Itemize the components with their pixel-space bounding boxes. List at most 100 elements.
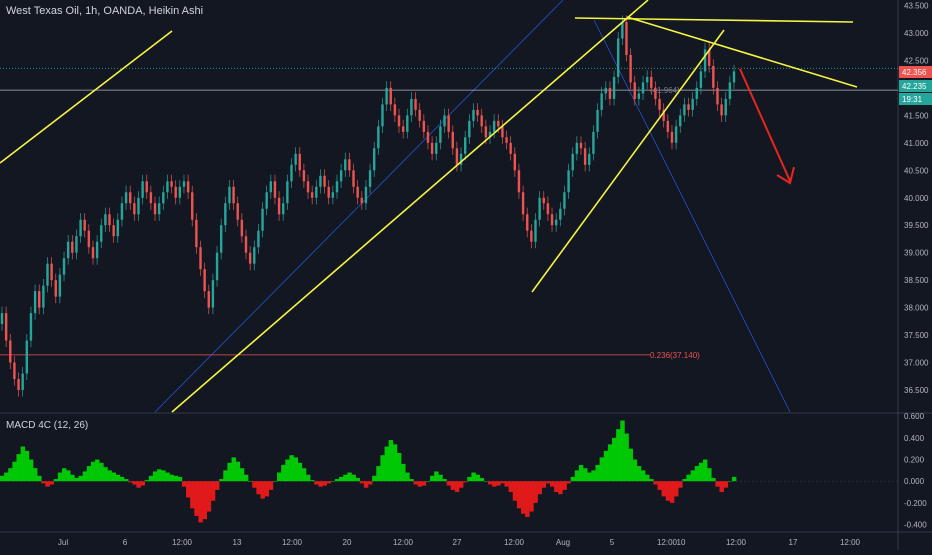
candle-body — [170, 181, 173, 187]
macd-bar — [314, 481, 319, 485]
macd-bar — [707, 468, 712, 482]
candle-body — [612, 76, 616, 99]
macd-bar — [587, 472, 592, 482]
candle-body — [174, 186, 177, 198]
candle-body — [75, 236, 78, 253]
macd-bar — [653, 481, 658, 485]
macd-bar — [223, 470, 228, 482]
candle-body — [443, 115, 446, 127]
candle-body — [219, 225, 223, 253]
candle-body — [162, 192, 165, 204]
candle-body — [298, 153, 301, 171]
macd-bar — [649, 479, 654, 482]
time-axis: Jul 6 12:00 13 12:00 20 12:00 27 12:00 Aug 5 12:00 1… — [58, 538, 861, 547]
candle-body — [244, 236, 248, 253]
macd-bar — [454, 481, 460, 493]
candle-body — [699, 71, 703, 88]
candle-body — [373, 148, 376, 171]
macd-bar — [471, 472, 476, 482]
candle-body — [319, 175, 322, 187]
candle-body — [645, 76, 649, 83]
candle-body — [426, 131, 430, 143]
macd-bar — [405, 472, 410, 482]
candle-body — [360, 197, 363, 204]
time-tick-label: 12:00 — [657, 538, 678, 547]
macd-bar — [339, 476, 344, 482]
macd-bar — [525, 481, 530, 517]
macd-bar — [53, 479, 59, 482]
macd-bar — [467, 476, 472, 482]
macd-bar — [674, 481, 679, 497]
macd-bar — [591, 470, 596, 482]
macd-bar — [723, 481, 729, 488]
candle-body — [352, 170, 355, 187]
candle-body — [368, 170, 372, 187]
candle-body — [707, 49, 711, 66]
price-tick-label: 40.000 — [904, 194, 929, 203]
time-tick-label: Aug — [556, 538, 570, 547]
macd-bar — [343, 474, 348, 482]
macd-bar — [690, 470, 696, 482]
candle-body — [290, 164, 293, 182]
candle-body — [203, 269, 206, 292]
macd-bar — [421, 481, 427, 486]
macd-bar — [103, 467, 108, 482]
candle-body — [182, 181, 186, 187]
macd-bar — [37, 475, 42, 482]
macd-bar — [566, 481, 571, 484]
candle-body — [513, 153, 517, 171]
candle-body — [310, 192, 314, 198]
macd-bar — [281, 464, 286, 482]
macd-bar — [603, 450, 609, 482]
candle-body — [306, 181, 310, 193]
macd-bar — [496, 481, 501, 486]
macd-bar — [545, 481, 551, 484]
price-tick-label: 40.500 — [904, 166, 929, 175]
macd-bar — [479, 477, 485, 482]
macd-bar — [442, 479, 447, 482]
candle-body — [116, 219, 119, 237]
macd-bar — [326, 481, 332, 484]
macd-bar — [711, 477, 716, 482]
macd-bar — [177, 476, 183, 482]
price-tick-label: 38.500 — [904, 276, 929, 285]
candle-body — [195, 219, 198, 248]
candle-body — [124, 192, 128, 204]
time-tick-label: 12:00 — [840, 538, 861, 547]
candle-body — [377, 126, 380, 149]
candle-body — [13, 362, 16, 380]
macd-bar — [136, 481, 141, 488]
macd-bar — [384, 446, 389, 482]
macd-bar — [231, 457, 236, 482]
candle-body — [538, 197, 541, 220]
candle-body — [145, 181, 148, 193]
macd-bar — [186, 481, 191, 498]
candle-body — [344, 159, 347, 171]
candle-body — [530, 230, 533, 242]
macd-bar — [682, 479, 687, 482]
macd-bar — [380, 455, 385, 482]
candle-body — [488, 131, 492, 138]
macd-bar — [318, 481, 323, 487]
macd-bar — [305, 474, 311, 482]
candle-body — [253, 247, 256, 264]
macd-tick-label: 0.400 — [904, 434, 925, 443]
candle-body — [21, 373, 24, 391]
macd-bar — [82, 471, 88, 482]
macd-bar — [0, 475, 5, 482]
candle-body — [542, 197, 545, 204]
macd-bar — [57, 472, 63, 482]
macd-bar — [169, 474, 174, 482]
candle-body — [596, 109, 599, 132]
candle-body — [401, 126, 405, 132]
macd-bar — [645, 474, 650, 482]
macd-bar — [392, 444, 398, 482]
macd-bar — [248, 481, 253, 482]
macd-bar — [334, 479, 340, 482]
time-tick-label: 10 — [677, 538, 686, 547]
macd-bar — [272, 481, 278, 482]
macd-bar — [417, 481, 423, 487]
price-label-text: 42.356 — [902, 68, 927, 77]
